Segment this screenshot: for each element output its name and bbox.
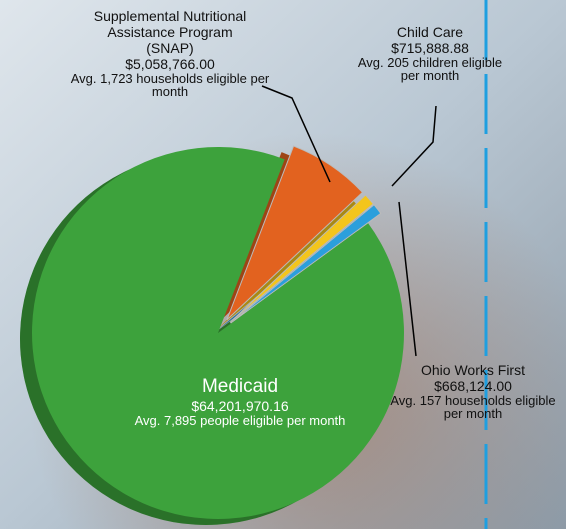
annotation: Avg. 157 households eligible per month [380, 394, 566, 420]
value-label: $64,201,970.16 [120, 398, 360, 414]
category-name: Medicaid [120, 376, 360, 398]
annotation: Avg. 205 children eligible per month [350, 56, 510, 82]
slice-label: Supplemental Nutritional Assistance Prog… [60, 8, 280, 98]
category-name: Supplemental Nutritional Assistance Prog… [60, 8, 280, 56]
value-label: $5,058,766.00 [60, 56, 280, 72]
infographic: Supplemental Nutritional Assistance Prog… [0, 0, 566, 529]
annotation: Avg. 1,723 households eligible per month [60, 72, 280, 98]
annotation: Avg. 7,895 people eligible per month [120, 414, 360, 427]
value-label: $668,124.00 [380, 378, 566, 394]
value-label: $715,888.88 [350, 40, 510, 56]
category-name: Child Care [350, 24, 510, 40]
category-name: Ohio Works First [380, 362, 566, 378]
